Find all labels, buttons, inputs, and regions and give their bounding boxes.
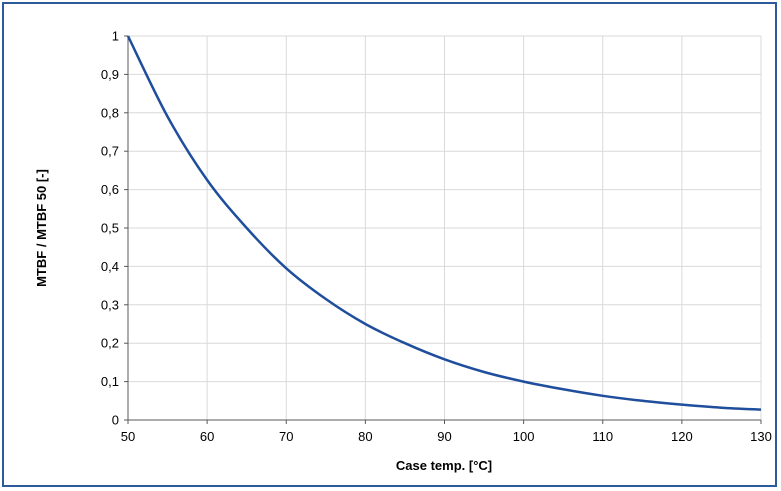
x-tick-label: 110 <box>592 429 613 444</box>
x-tick-label: 120 <box>671 429 693 444</box>
y-tick-label: 0,2 <box>101 336 119 351</box>
y-tick-label: 0,1 <box>101 374 119 389</box>
x-tick-labels: 50 60 70 80 90 100 110 120 130 <box>121 429 772 444</box>
grid <box>128 36 761 420</box>
y-tick-labels: 0 0,1 0,2 0,3 0,4 0,5 0,6 0,7 0,8 0,9 1 <box>101 29 119 428</box>
axes <box>124 36 761 424</box>
x-tick-label: 60 <box>200 429 214 444</box>
y-tick-label: 0,7 <box>101 144 119 159</box>
x-tick-label: 50 <box>121 429 135 444</box>
y-tick-label: 0,5 <box>101 221 119 236</box>
x-tick-label: 70 <box>279 429 293 444</box>
y-tick-label: 0,8 <box>101 105 119 120</box>
y-tick-label: 0 <box>112 413 119 428</box>
x-axis-title: Case temp. [°C] <box>396 458 492 473</box>
y-tick-label: 1 <box>112 29 119 44</box>
y-tick-label: 0,9 <box>101 67 119 82</box>
x-tick-label: 80 <box>358 429 372 444</box>
y-axis-title: MTBF / MTBF 50 [-] <box>34 169 49 287</box>
x-tick-label: 90 <box>437 429 451 444</box>
y-tick-label: 0,4 <box>101 259 119 274</box>
x-tick-label: 130 <box>750 429 772 444</box>
y-tick-label: 0,6 <box>101 182 119 197</box>
x-tick-label: 100 <box>513 429 535 444</box>
y-tick-label: 0,3 <box>101 297 119 312</box>
